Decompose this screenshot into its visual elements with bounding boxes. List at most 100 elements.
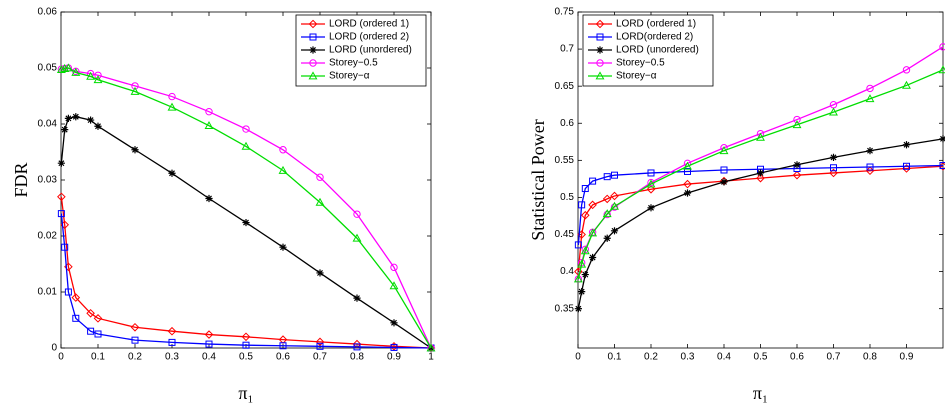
marker [279, 146, 287, 154]
y-tick-label: 0.75 [555, 7, 575, 18]
marker [683, 161, 692, 170]
marker [353, 343, 361, 351]
marker [829, 168, 838, 178]
marker [205, 340, 213, 348]
marker [581, 270, 589, 279]
marker [602, 194, 612, 204]
marker [939, 162, 945, 170]
marker [130, 322, 140, 332]
marker [866, 84, 874, 93]
marker [588, 200, 597, 210]
marker [610, 191, 619, 201]
series-line [577, 164, 944, 245]
marker [588, 228, 598, 237]
marker [316, 269, 324, 277]
marker [939, 135, 945, 143]
series-line [577, 69, 944, 280]
y-tick-label: 0.02 [38, 231, 58, 242]
marker [865, 94, 875, 103]
marker [71, 67, 81, 76]
marker [315, 337, 325, 347]
marker [86, 71, 96, 80]
x-tick-label: 0.7 [827, 352, 841, 363]
marker [829, 107, 838, 116]
legend-label: Storey−0.5 [616, 58, 665, 69]
marker [683, 189, 692, 197]
marker [87, 116, 95, 124]
marker [646, 179, 656, 188]
marker [792, 170, 802, 180]
marker [308, 71, 318, 80]
marker [316, 342, 324, 350]
legend: LORD (ordered 1) LORD(ordered 2) LORD (uno… [582, 14, 714, 87]
marker [61, 126, 69, 134]
x-tick-label: 0.9 [900, 352, 914, 363]
legend-label: LORD (ordered 1) [329, 19, 409, 30]
y-tick-label: 0.45 [555, 229, 575, 240]
marker [603, 173, 611, 181]
x-axis-label: π₁ [238, 383, 253, 403]
legend-label: Storey−α [329, 71, 370, 82]
x-tick-label: 0.4 [202, 352, 216, 363]
y-tick-label: 0.35 [555, 303, 575, 314]
marker [589, 177, 597, 185]
marker [316, 173, 324, 181]
marker [64, 114, 72, 122]
marker [574, 241, 582, 249]
marker [309, 46, 317, 54]
marker [390, 263, 398, 272]
marker [353, 210, 361, 218]
x-tick-label: 0.9 [387, 352, 401, 363]
marker [241, 141, 251, 150]
marker [902, 164, 911, 173]
marker [57, 192, 66, 202]
marker [756, 132, 765, 141]
marker [131, 146, 139, 154]
marker [902, 66, 911, 74]
marker [279, 243, 287, 251]
marker [353, 294, 361, 302]
marker [603, 210, 611, 219]
y-tick-label: 0.7 [560, 44, 574, 55]
marker [610, 227, 619, 235]
y-tick-label: 0.4 [560, 266, 574, 277]
x-tick-label: 0.1 [608, 352, 622, 363]
y-tick-label: 0.03 [38, 175, 58, 186]
marker [131, 82, 139, 90]
x-tick-label: 0.5 [239, 352, 253, 363]
marker [309, 59, 317, 67]
marker [426, 343, 436, 352]
x-tick-label: 0.2 [128, 352, 142, 363]
y-tick-label: 0.05 [38, 63, 58, 74]
marker [603, 234, 611, 242]
marker [94, 330, 102, 338]
marker [57, 159, 65, 167]
marker [647, 204, 655, 212]
marker [720, 178, 728, 186]
marker [390, 343, 398, 351]
legend-label: LORD(ordered 2) [616, 32, 693, 43]
marker [390, 319, 398, 327]
y-tick-label: 0 [51, 343, 57, 354]
y-tick-label: 0.55 [555, 155, 575, 166]
x-tick-label: 0.7 [313, 352, 327, 363]
legend-label: LORD (ordered 1) [616, 19, 696, 30]
marker [63, 63, 73, 72]
marker [684, 167, 691, 175]
marker [86, 308, 95, 318]
marker [93, 314, 103, 323]
legend: LORD (ordered 1) LORD (ordered 2) LORD (un… [295, 14, 427, 87]
marker [596, 33, 604, 41]
y-tick-label: 0.01 [38, 287, 58, 298]
marker [315, 197, 325, 206]
marker [130, 86, 140, 95]
marker [792, 120, 802, 129]
marker [595, 19, 605, 29]
subplot: 0 0.1 0.2 0.3 0.4 0.5 0.6 0.7 0.8 0.9 1 0 0.01 0.02 0.… [11, 7, 436, 403]
x-tick-label: 0 [575, 352, 581, 363]
marker [93, 75, 103, 84]
marker [131, 336, 139, 344]
y-tick-label: 0.04 [38, 119, 58, 130]
marker [72, 314, 80, 322]
